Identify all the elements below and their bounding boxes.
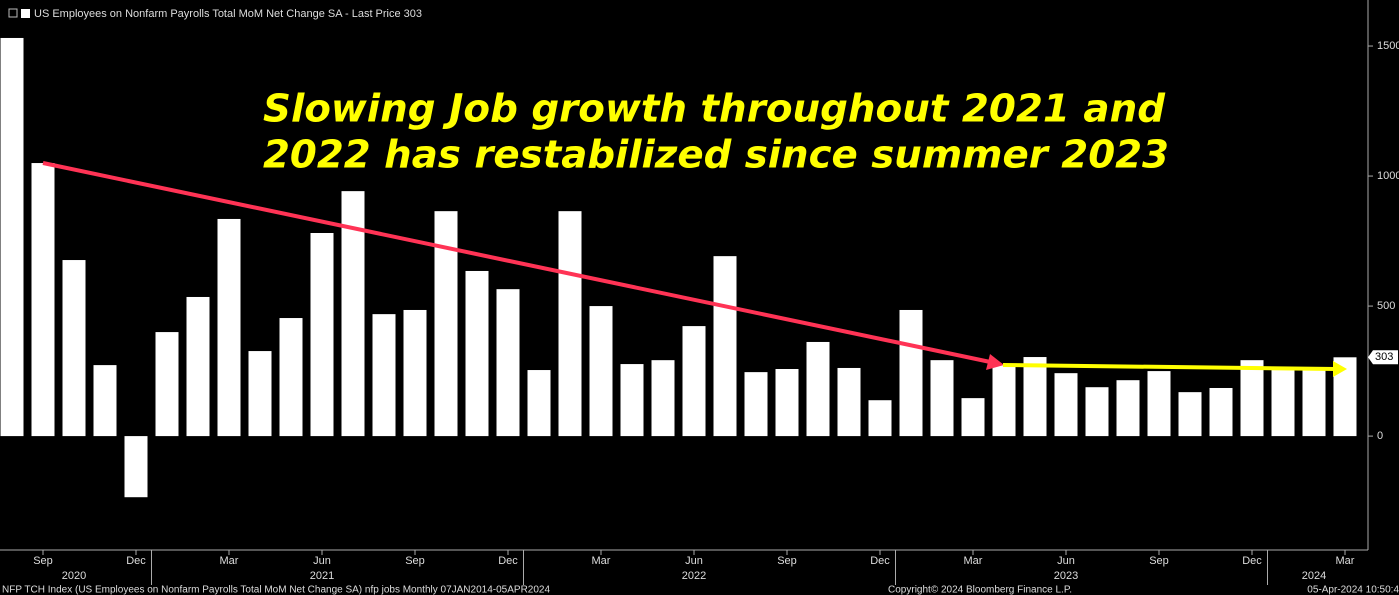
bar	[1178, 392, 1202, 437]
bar	[310, 233, 334, 437]
x-tick-label: Mar	[220, 555, 239, 567]
bar	[279, 318, 303, 437]
bar	[93, 365, 117, 437]
bar	[1054, 373, 1078, 437]
annotation-line: Slowing Job growth throughout 2021 and	[263, 87, 1166, 131]
bar	[806, 341, 830, 437]
bar	[589, 306, 613, 437]
bar	[527, 370, 551, 437]
y-tick-label: 500	[1377, 300, 1395, 312]
bar	[620, 364, 644, 437]
bar	[0, 37, 24, 437]
year-label: 2021	[310, 570, 334, 582]
x-tick-label: Mar	[964, 555, 983, 567]
year-label: 2020	[62, 570, 86, 582]
bar	[1240, 360, 1264, 437]
x-tick-label: Mar	[592, 555, 611, 567]
bar	[1302, 370, 1326, 437]
x-tick-label: Mar	[1336, 555, 1355, 567]
last-price-label: 303	[1375, 351, 1393, 363]
bar	[31, 163, 55, 437]
bar	[62, 260, 86, 437]
y-tick-label: 1500	[1377, 40, 1399, 52]
bar	[124, 436, 148, 498]
bar	[1023, 357, 1047, 437]
bar	[434, 211, 458, 437]
footer-left: NFP TCH Index (US Employees on Nonfarm P…	[2, 585, 550, 595]
y-tick-label: 0	[1377, 430, 1383, 442]
bar	[1147, 371, 1171, 437]
legend-swatch	[21, 9, 30, 18]
y-tick-label: 1000	[1377, 170, 1399, 182]
bar	[961, 398, 985, 437]
x-tick-label: Jun	[1057, 555, 1075, 567]
year-label: 2024	[1302, 570, 1326, 582]
year-label: 2022	[682, 570, 706, 582]
bar	[155, 332, 179, 437]
year-label: 2023	[1054, 570, 1078, 582]
bar	[682, 326, 706, 437]
bar	[1209, 387, 1233, 437]
annotation-line: 2022 has restabilized since summer 2023	[263, 133, 1169, 177]
bars	[0, 37, 1357, 498]
bar	[930, 360, 954, 437]
x-tick-label: Dec	[126, 555, 146, 567]
bar	[1085, 387, 1109, 437]
bar	[992, 364, 1016, 437]
bar	[651, 360, 675, 437]
legend-text: US Employees on Nonfarm Payrolls Total M…	[34, 8, 422, 20]
bar	[341, 191, 365, 437]
legend-icon	[8, 8, 18, 18]
x-tick-label: Sep	[405, 555, 425, 567]
bar	[217, 218, 241, 437]
x-tick-label: Jun	[313, 555, 331, 567]
bar	[775, 369, 799, 437]
x-tick-label: Jun	[685, 555, 703, 567]
arrowhead-red	[986, 354, 1004, 370]
x-tick-label: Dec	[870, 555, 890, 567]
bar	[1116, 380, 1140, 437]
x-tick-label: Dec	[1242, 555, 1262, 567]
bar	[868, 400, 892, 437]
bar	[713, 256, 737, 437]
year-separators	[151, 550, 1268, 585]
x-tick-label: Dec	[498, 555, 518, 567]
footer-right: 05-Apr-2024 10:50:4	[1307, 585, 1399, 595]
bar	[899, 309, 923, 437]
x-tick-label: Sep	[1149, 555, 1169, 567]
footer-center: Copyright© 2024 Bloomberg Finance L.P.	[888, 585, 1072, 595]
x-tick-label: Sep	[777, 555, 797, 567]
bar	[744, 372, 768, 437]
arrowhead-yellow	[1333, 361, 1347, 377]
bar	[837, 367, 861, 437]
trend-arrow-red	[42, 161, 996, 365]
bar	[186, 296, 210, 437]
last-price-flag	[1368, 350, 1398, 365]
bar	[1271, 367, 1295, 437]
bar	[465, 270, 489, 437]
trend-arrow-yellow	[1002, 363, 1337, 371]
bar	[248, 351, 272, 437]
bar	[496, 289, 520, 437]
x-tick-label: Sep	[33, 555, 53, 567]
bar	[558, 211, 582, 437]
bar	[1333, 357, 1357, 437]
bar	[403, 309, 427, 437]
bar	[372, 314, 396, 437]
